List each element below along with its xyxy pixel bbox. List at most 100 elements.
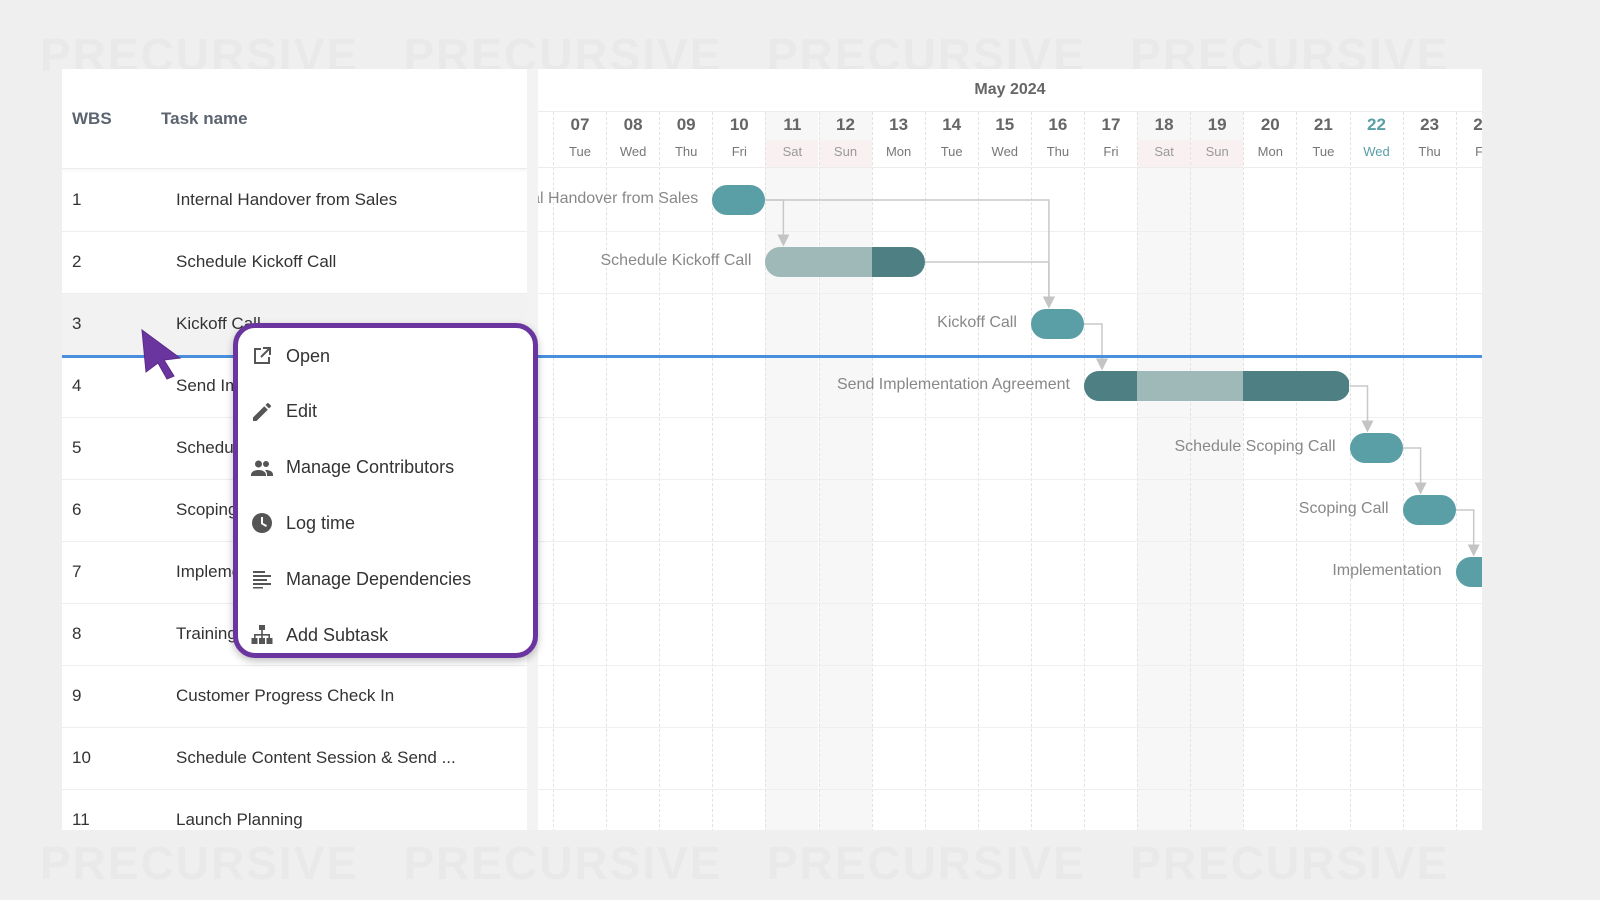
menu-item-label: Open	[286, 345, 331, 366]
wbs-cell: 3	[72, 314, 82, 333]
bar-segment	[1084, 371, 1138, 401]
table-row[interactable]: 1 Internal Handover from Sales	[62, 170, 527, 232]
task-name-cell: Customer Progress Check In	[176, 686, 395, 705]
task-name-cell: Schedule Content Session & Send ...	[176, 748, 456, 767]
day-column: 14 Tue	[924, 112, 978, 830]
day-number: 17	[1101, 115, 1121, 134]
task-name-cell: Launch Planning	[176, 810, 303, 829]
bar-segment	[871, 247, 925, 277]
day-column: 10 Fri	[712, 112, 766, 830]
day-number: 15	[995, 115, 1015, 134]
task-bar[interactable]	[1455, 557, 1482, 587]
day-name: Sat	[1138, 140, 1191, 167]
gantt-panel: WBS Task name 1 Internal Handover from Sa…	[62, 69, 1482, 830]
dependency-arrow	[1402, 447, 1427, 495]
clock-icon	[252, 513, 272, 534]
table-row[interactable]: 10 Schedule Content Session & Send ...	[62, 728, 527, 790]
table-row[interactable]: 9 Customer Progress Check In	[62, 666, 527, 728]
day-name: Thu	[1403, 140, 1456, 167]
pencil-icon	[253, 402, 271, 421]
day-name: Tue	[554, 140, 606, 167]
task-bar[interactable]	[1402, 495, 1456, 525]
day-number: 20	[1260, 115, 1280, 134]
month-header: May 2024	[538, 69, 1482, 112]
row-divider	[538, 417, 1482, 418]
bar-segment	[1455, 557, 1482, 587]
task-name-cell: Schedule Kickoff Call	[176, 252, 337, 271]
row-divider	[538, 541, 1482, 542]
row-divider	[538, 789, 1482, 790]
column-header-wbs[interactable]: WBS	[72, 109, 112, 128]
day-column: 07 Tue	[553, 112, 606, 830]
task-bar[interactable]	[1349, 433, 1403, 463]
open-external-icon	[254, 347, 271, 364]
day-number: 09	[676, 115, 696, 134]
day-column: 15 Wed	[977, 112, 1031, 830]
table-row[interactable]: 11 Launch Planning	[62, 790, 527, 830]
dependency-arrow	[1455, 509, 1480, 557]
menu-item-open[interactable]: Open	[250, 341, 520, 371]
day-name: Wed	[607, 140, 660, 167]
row-divider	[538, 293, 1482, 294]
day-number: 10	[729, 115, 749, 134]
wbs-cell: 9	[72, 686, 82, 705]
wbs-cell: 6	[72, 500, 82, 519]
mouse-cursor-icon	[141, 328, 182, 380]
day-column: 13 Mon	[871, 112, 925, 830]
month-label: May 2024	[974, 81, 1046, 98]
menu-item-label: Manage Dependencies	[286, 568, 472, 589]
dependency-lines	[765, 199, 1480, 557]
menu-item-add-subtask[interactable]: Add Subtask	[250, 620, 520, 650]
task-bar[interactable]	[1084, 371, 1350, 401]
task-bar[interactable]	[712, 185, 766, 215]
bar-segment	[1349, 433, 1403, 463]
task-bar[interactable]	[1030, 309, 1084, 339]
row-divider	[538, 231, 1482, 232]
day-name: Fri	[1085, 140, 1137, 167]
row-divider	[538, 665, 1482, 666]
day-number: 22	[1367, 115, 1386, 134]
dependency-arrow	[924, 261, 1055, 309]
task-bar-label: Kickoff Call	[937, 314, 1017, 331]
menu-item-log-time[interactable]: Log time	[250, 508, 520, 538]
day-name: Tue	[925, 140, 978, 167]
task-name-cell: Training	[176, 624, 237, 643]
menu-item-label: Edit	[286, 401, 318, 422]
day-name: Sun	[1191, 140, 1244, 167]
day-number: 19	[1207, 115, 1227, 134]
day-number: 07	[570, 115, 590, 134]
column-header-task-name[interactable]: Task name	[161, 109, 248, 128]
day-column: 17 Fri	[1084, 112, 1137, 830]
wbs-cell: 5	[72, 438, 82, 457]
day-name: Wed	[1350, 140, 1403, 167]
menu-item-edit[interactable]: Edit	[250, 397, 520, 427]
day-name: Thu	[1031, 140, 1084, 167]
day-number: 12	[836, 115, 855, 134]
hierarchy-icon	[251, 625, 273, 644]
menu-item-label: Add Subtask	[286, 624, 389, 645]
day-number: 18	[1154, 115, 1174, 134]
row-divider	[538, 479, 1482, 480]
task-bar[interactable]	[765, 247, 925, 277]
wbs-cell: 11	[72, 810, 90, 829]
task-bar-label: Schedule Kickoff Call	[600, 252, 752, 269]
day-number: 23	[1420, 115, 1440, 134]
day-number: 13	[889, 115, 909, 134]
wbs-cell: 4	[72, 376, 82, 395]
bar-segment	[765, 247, 872, 277]
menu-item-label: Manage Contributors	[286, 457, 455, 478]
dependency-arrow	[765, 199, 790, 247]
bar-segment	[712, 185, 766, 215]
gantt-chart: May 2024 07 Tue 08 Wed 09 Thu 10 Fri 11 Sat 12 Sun 1…	[538, 69, 1482, 830]
wbs-cell: 2	[72, 252, 82, 271]
menu-item-manage-dependencies[interactable]: Manage Dependencies	[250, 564, 520, 594]
watermark: PRECURSIVE PRECURSIVE PRECURSIVE PRECURS…	[40, 837, 1450, 889]
day-name: Thu	[660, 140, 713, 167]
grid-header: WBS Task name	[62, 69, 527, 169]
menu-item-manage-contributors[interactable]: Manage Contributors	[250, 453, 520, 483]
day-name: Tue	[1297, 140, 1350, 167]
dependency-arrow	[1084, 323, 1108, 371]
table-row[interactable]: 8 Training	[62, 604, 527, 666]
table-row[interactable]: 2 Schedule Kickoff Call	[62, 232, 527, 294]
day-name: Wed	[978, 140, 1031, 167]
